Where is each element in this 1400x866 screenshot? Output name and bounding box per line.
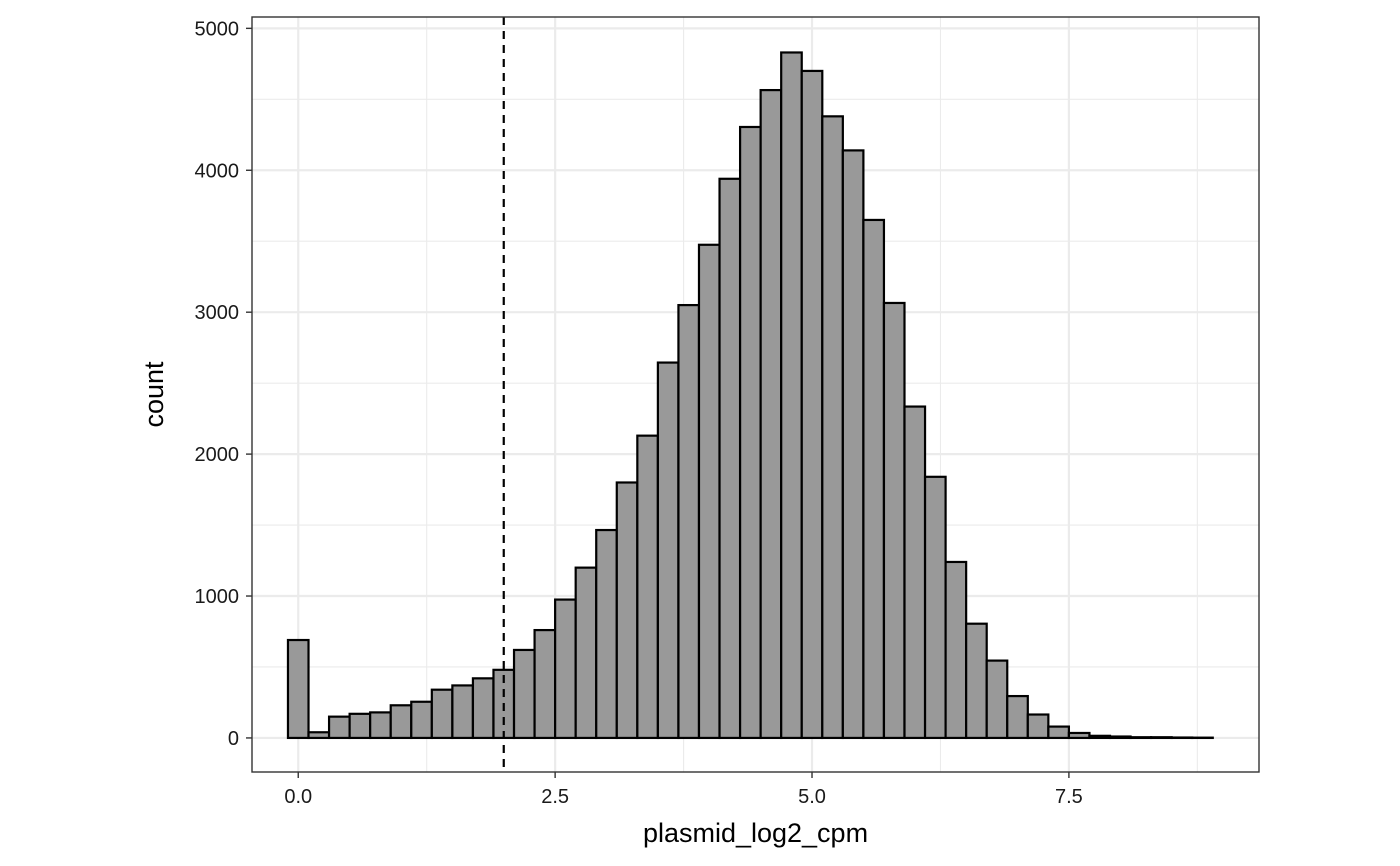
x-tick-label: 0.0 [284,786,312,808]
histogram-bar [841,149,865,740]
histogram-bar [985,659,1009,740]
histogram-bar [307,731,331,740]
y-tick-label: 2000 [195,444,240,466]
y-tick-label: 4000 [195,160,240,182]
panel-border [251,16,1260,773]
histogram-bar [533,628,557,740]
histogram-bar [471,677,495,740]
histogram-bar [595,528,618,740]
histogram-bar [738,125,762,740]
histogram-bar [554,598,577,740]
y-axis-title: count [139,361,169,428]
histogram-bar [903,405,927,740]
histogram-bar [718,177,742,740]
histogram-bar [1026,713,1050,740]
histogram-bar [944,560,968,740]
histogram-bar [1047,725,1071,740]
y-tick-label: 5000 [195,18,240,40]
histogram-bar [965,622,988,740]
bars-layer [286,51,1214,740]
histogram-bar [1006,694,1029,740]
histogram-bar [1088,734,1112,740]
histogram-bar [410,700,433,740]
histogram-bar [615,481,639,740]
histogram-bar [800,69,824,740]
histogram-bar [348,712,372,740]
y-tick-label: 0 [228,728,239,750]
histogram-bar [677,303,701,740]
x-axis: 0.0 2.5 5.0 7.5 [284,772,1083,808]
x-tick-label: 5.0 [798,786,826,808]
histogram-bar [656,361,680,740]
x-tick-label: 7.5 [1055,786,1083,808]
histogram-bar [882,301,906,740]
x-tick-label: 2.5 [541,786,569,808]
y-tick-label: 1000 [195,586,240,608]
histogram-bar [1129,736,1153,740]
histogram-bar [512,648,536,740]
histogram-bar [697,243,721,740]
histogram-bar [369,711,392,740]
histogram-bar [923,475,947,740]
histogram-bar [1108,735,1132,740]
histogram-bar [451,684,475,740]
histogram-bar [1067,731,1091,740]
histogram-bar [430,688,454,740]
histogram-bar [1150,736,1173,740]
x-axis-title: plasmid_log2_cpm [643,818,868,848]
histogram-bar [574,566,598,740]
histogram-bar [636,434,659,740]
histogram-bar [389,704,413,740]
histogram-bar [862,218,886,740]
histogram-bar [821,115,844,740]
histogram-bar [286,638,310,740]
y-tick-label: 3000 [195,302,240,324]
histogram-bar [780,51,803,740]
histogram-bar [759,88,783,740]
y-axis: 0 1000 2000 3000 4000 5000 [195,18,252,750]
histogram-bar [327,715,351,740]
